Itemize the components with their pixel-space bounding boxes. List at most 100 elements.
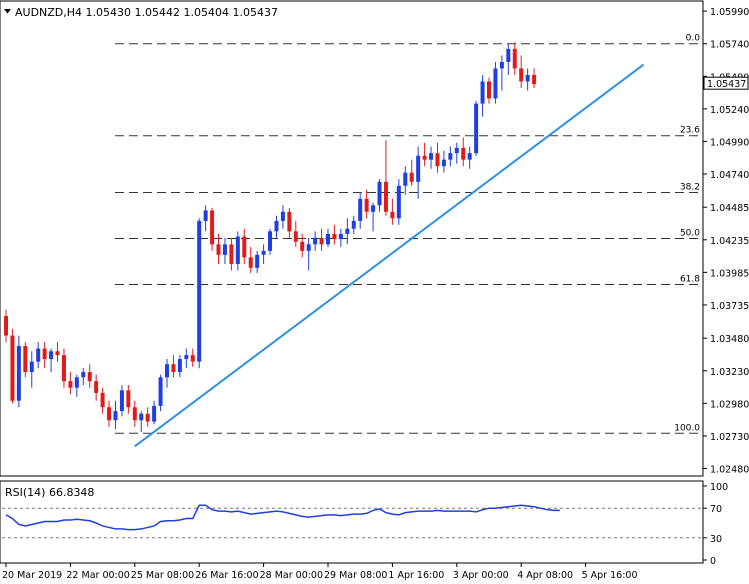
candle [132,400,137,427]
candle-body [338,233,343,240]
candle [42,342,47,369]
candle-body [358,198,363,221]
time-tick-label: 4 Apr 08:00 [517,570,573,581]
candle [158,374,163,412]
candle [326,228,330,247]
candle [49,348,54,373]
fibonacci-layer: 0.0 23.6 38.2 50.0 61.8 100.0 [115,34,700,434]
candle [4,309,8,343]
candle [525,68,530,91]
candle [165,359,169,388]
candle-body [345,228,350,234]
candle-body [454,147,459,154]
candle [10,329,15,404]
candle [396,179,401,225]
rsi-label: RSI(14) 66.8348 [5,486,94,499]
candle-body [68,381,73,388]
candle-body [49,351,54,360]
candle [512,42,517,75]
candle [332,224,337,245]
candle [87,364,92,388]
time-tick-label: 20 Mar 2019 [2,570,62,581]
fib-level-label: 23.6 [680,126,700,136]
candle-body [441,159,446,167]
candle-body [467,153,472,160]
candle-body [119,390,124,412]
candle [499,55,504,91]
candle [390,198,395,225]
time-tick-label: 25 Mar 08:00 [131,570,194,581]
candle-body [229,244,234,264]
candle [506,43,511,75]
candle-body [525,74,530,82]
candle-body [332,233,337,240]
candle-body [409,172,414,182]
candle-body [313,237,318,245]
candle [74,374,79,397]
candle [190,348,195,367]
rsi-panel-frame [0,480,704,564]
collapse-triangle-icon[interactable] [4,9,11,14]
candle-body [23,346,28,373]
candle-body [100,392,105,408]
candle [100,387,105,414]
candle [383,140,388,216]
candle [177,355,182,378]
candle [300,233,305,258]
price-tick-label: 1.04740 [710,170,749,181]
candle [248,246,253,274]
candle [319,228,324,251]
candle [474,101,479,156]
candle-body [326,233,330,245]
candle-body [222,244,227,255]
candle-body [461,147,466,160]
candle-body [171,364,176,373]
candle-body [474,103,479,154]
candle-body [87,372,92,382]
candle-body [306,244,311,251]
candle-body [448,153,453,160]
candle [313,231,318,251]
candle [532,68,537,88]
candle [274,215,279,238]
candle [55,342,60,362]
candle-body [139,413,144,421]
candle [29,351,34,388]
candle [242,228,247,264]
candle-body [487,81,491,99]
candle [480,74,485,117]
candle-body [480,81,485,104]
candle-body [519,68,524,82]
time-tick-label: 22 Mar 00:00 [66,570,129,581]
candle [255,250,260,274]
candle [203,205,208,232]
current-price-box [703,76,749,90]
candle [81,368,86,386]
rsi-tick-label: 0 [710,556,716,567]
candle-body [429,153,434,160]
candle-body [152,405,157,422]
fib-level-label: 61.8 [680,274,700,284]
candle-body [274,220,279,232]
candle-body [364,198,369,212]
candle-body [242,236,247,258]
candle-body [280,211,285,221]
candle [119,385,124,417]
candle [493,61,498,104]
symbol-header: AUDNZD,H4 1.05430 1.05442 1.05404 1.0543… [15,6,278,19]
candle [409,159,414,186]
candle [68,372,73,395]
candle [454,142,459,164]
price-tick-label: 1.03230 [710,367,749,378]
candle-body [300,241,305,251]
fib-level-label: 50.0 [680,229,700,239]
candle-body [61,355,66,382]
candle-body [422,155,427,160]
candle-body [532,74,537,85]
candle-body [390,211,395,219]
candle [351,215,356,234]
price-tick-label: 1.05740 [710,40,749,51]
candle-body [126,390,131,408]
price-tick-label: 1.03735 [710,301,749,312]
time-tick-label: 29 Mar 08:00 [324,570,387,581]
